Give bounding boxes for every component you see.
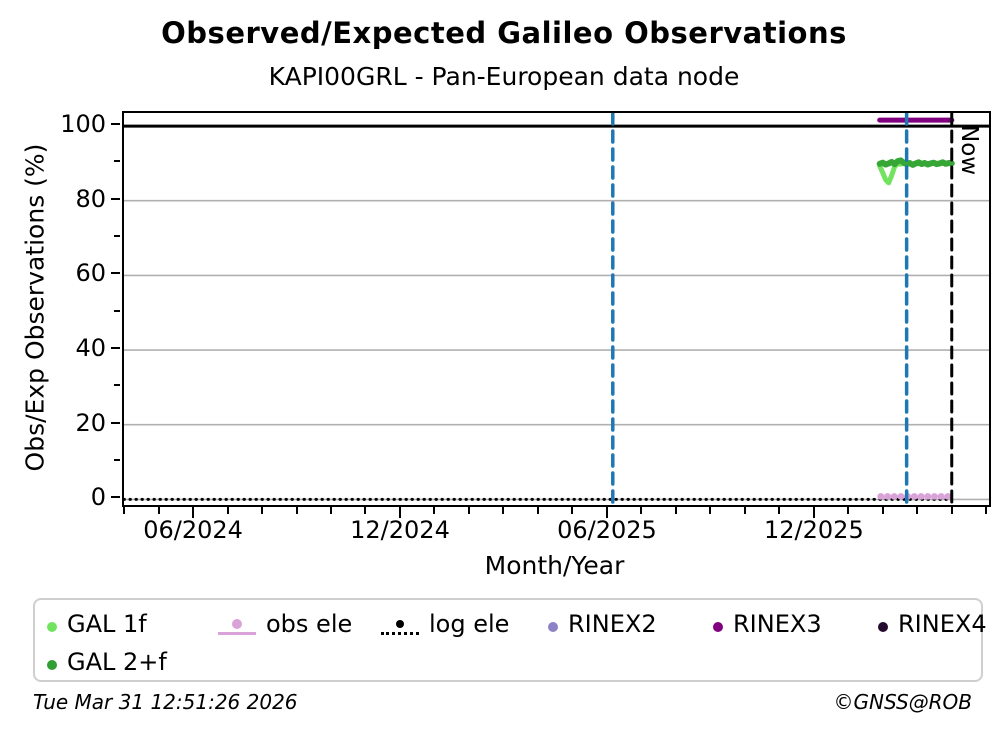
x-minor-tick — [157, 507, 160, 514]
y-minor-tick — [114, 459, 120, 462]
legend-item-obs-ele: obs ele — [218, 609, 352, 639]
x-minor-tick — [123, 507, 126, 514]
x-minor-tick — [881, 507, 884, 514]
legend-label: GAL 2+f — [67, 648, 167, 676]
x-major-tick — [192, 507, 195, 518]
x-minor-tick — [985, 507, 988, 514]
chart-subtitle: KAPI00GRL - Pan-European data node — [268, 62, 740, 91]
legend-item-rinex3: RINEX3 — [713, 609, 822, 639]
legend-dot-icon — [548, 610, 558, 638]
y-major-tick — [111, 496, 120, 499]
x-major-tick — [812, 507, 815, 518]
x-minor-tick — [261, 507, 264, 514]
x-minor-tick — [847, 507, 850, 514]
y-major-tick — [111, 123, 120, 126]
y-tick-label: 80 — [75, 184, 106, 213]
x-minor-tick — [640, 507, 643, 514]
legend-label: RINEX2 — [568, 610, 657, 638]
y-major-tick — [111, 347, 120, 350]
x-tick-label: 06/2025 — [557, 516, 657, 544]
x-minor-tick — [916, 507, 919, 514]
legend-label: RINEX4 — [898, 610, 987, 638]
chart-title: Observed/Expected Galileo Observations — [161, 16, 847, 50]
x-minor-tick — [502, 507, 505, 514]
legend-dot-icon — [47, 648, 57, 676]
y-major-tick — [111, 197, 120, 200]
x-minor-tick — [364, 507, 367, 514]
legend-dot-icon — [47, 610, 57, 638]
y-tick-label: 20 — [75, 408, 106, 437]
legend-item-gal-2-f: GAL 2+f — [47, 647, 167, 677]
credit: ©GNSS@ROB — [833, 690, 973, 714]
y-major-tick — [111, 421, 120, 424]
x-minor-tick — [674, 507, 677, 514]
x-minor-tick — [226, 507, 229, 514]
timestamp: Tue Mar 31 12:51:26 2026 — [33, 690, 298, 714]
y-minor-tick — [114, 309, 120, 312]
legend-item-log-ele: log ele — [381, 609, 509, 639]
legend-line-marker-icon — [218, 618, 256, 635]
x-tick-label: 12/2025 — [764, 516, 864, 544]
y-tick-label: 0 — [90, 483, 106, 512]
legend: GAL 1f obs ele log ele RINEX2 RINEX3 RINEX4 GA… — [33, 598, 987, 682]
x-minor-tick — [536, 507, 539, 514]
legend-label: GAL 1f — [67, 610, 147, 638]
legend-label: log ele — [429, 610, 510, 638]
x-tick-label: 06/2024 — [143, 516, 243, 544]
x-minor-tick — [295, 507, 298, 514]
x-minor-tick — [330, 507, 332, 514]
x-minor-tick — [709, 507, 712, 514]
legend-dot-icon — [878, 610, 888, 638]
chart-canvas — [124, 113, 989, 505]
y-minor-tick — [114, 384, 120, 387]
y-tick-label: 60 — [75, 259, 106, 288]
plot-area — [122, 111, 991, 507]
y-minor-tick — [114, 160, 120, 163]
series-gal-2-f — [876, 157, 955, 168]
x-minor-tick — [950, 507, 953, 514]
legend-item-gal-1f: GAL 1f — [47, 609, 147, 639]
legend-item-rinex2: RINEX2 — [548, 609, 657, 639]
x-major-tick — [605, 507, 608, 518]
x-minor-tick — [433, 507, 436, 514]
legend-dot-icon — [713, 610, 723, 638]
legend-item-rinex4: RINEX4 — [878, 609, 987, 639]
legend-line-marker-icon — [381, 618, 419, 635]
x-minor-tick — [571, 507, 574, 514]
x-minor-tick — [778, 507, 781, 514]
legend-label: RINEX3 — [733, 610, 822, 638]
x-minor-tick — [743, 507, 746, 514]
y-tick-label: 100 — [60, 110, 106, 139]
x-major-tick — [399, 507, 401, 518]
x-minor-tick — [467, 507, 470, 514]
y-minor-tick — [114, 235, 120, 238]
y-tick-label: 40 — [75, 334, 106, 363]
x-axis-label: Month/Year — [484, 551, 625, 580]
legend-label: obs ele — [266, 610, 353, 638]
now-label: Now — [955, 125, 982, 176]
y-major-tick — [111, 272, 120, 275]
x-tick-label: 12/2024 — [350, 516, 450, 544]
